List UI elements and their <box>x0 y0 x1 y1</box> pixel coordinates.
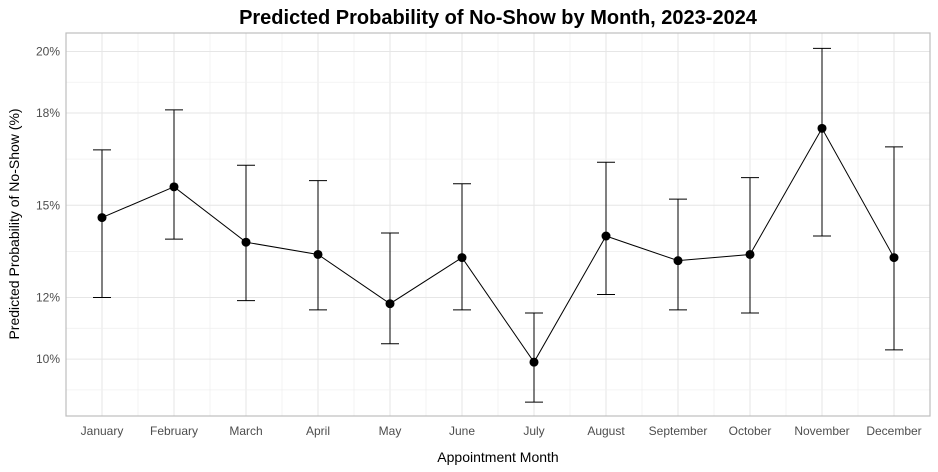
data-point <box>385 299 395 309</box>
plot-panel-border <box>65 32 931 417</box>
x-tick-label: June <box>449 424 475 438</box>
error-bar <box>813 47 831 237</box>
y-tick-label: 18% <box>36 106 60 120</box>
data-point <box>169 182 179 192</box>
data-point <box>457 253 467 263</box>
data-point <box>817 123 827 133</box>
error-bar <box>93 149 111 299</box>
x-tick-label: October <box>729 424 772 438</box>
x-tick-label: March <box>229 424 262 438</box>
error-bar <box>741 177 759 314</box>
chart-title: Predicted Probability of No-Show by Mont… <box>239 7 758 29</box>
y-tick-label: 12% <box>36 291 60 305</box>
x-tick-label: December <box>866 424 921 438</box>
error-bar <box>165 109 183 240</box>
x-tick-label: November <box>794 424 849 438</box>
data-point <box>241 237 251 247</box>
data-point <box>97 213 107 223</box>
error-bar <box>525 312 543 403</box>
series-line <box>101 127 895 364</box>
error-bar <box>597 161 615 295</box>
error-bar <box>237 164 255 302</box>
y-axis-ticks: 10% 12% 15% 18% 20% <box>36 44 60 366</box>
x-tick-label: January <box>81 424 124 438</box>
data-point <box>673 256 683 266</box>
x-tick-label: September <box>649 424 708 438</box>
data-point <box>745 249 755 259</box>
data-point <box>889 253 899 263</box>
x-tick-label: May <box>379 424 402 438</box>
data-points <box>97 123 899 367</box>
grid <box>65 33 931 416</box>
data-point <box>313 249 323 259</box>
data-point <box>601 231 611 241</box>
error-bar <box>309 180 327 311</box>
y-tick-label: 15% <box>36 198 60 212</box>
error-bar <box>669 198 687 311</box>
x-tick-label: February <box>150 424 198 438</box>
y-tick-label: 10% <box>36 352 60 366</box>
x-tick-label: August <box>587 424 625 438</box>
error-bar <box>381 232 399 345</box>
error-bars <box>93 47 903 403</box>
x-tick-label: April <box>306 424 330 438</box>
x-axis-title: Appointment Month <box>437 449 558 465</box>
y-axis-title: Predicted Probability of No-Show (%) <box>6 108 22 339</box>
y-tick-label: 20% <box>36 44 60 58</box>
x-tick-label: July <box>523 424 544 438</box>
x-axis-ticks: January February March April May June July Augu… <box>81 424 922 438</box>
error-bar <box>453 183 471 311</box>
error-bar <box>885 146 903 351</box>
data-point <box>529 357 539 367</box>
